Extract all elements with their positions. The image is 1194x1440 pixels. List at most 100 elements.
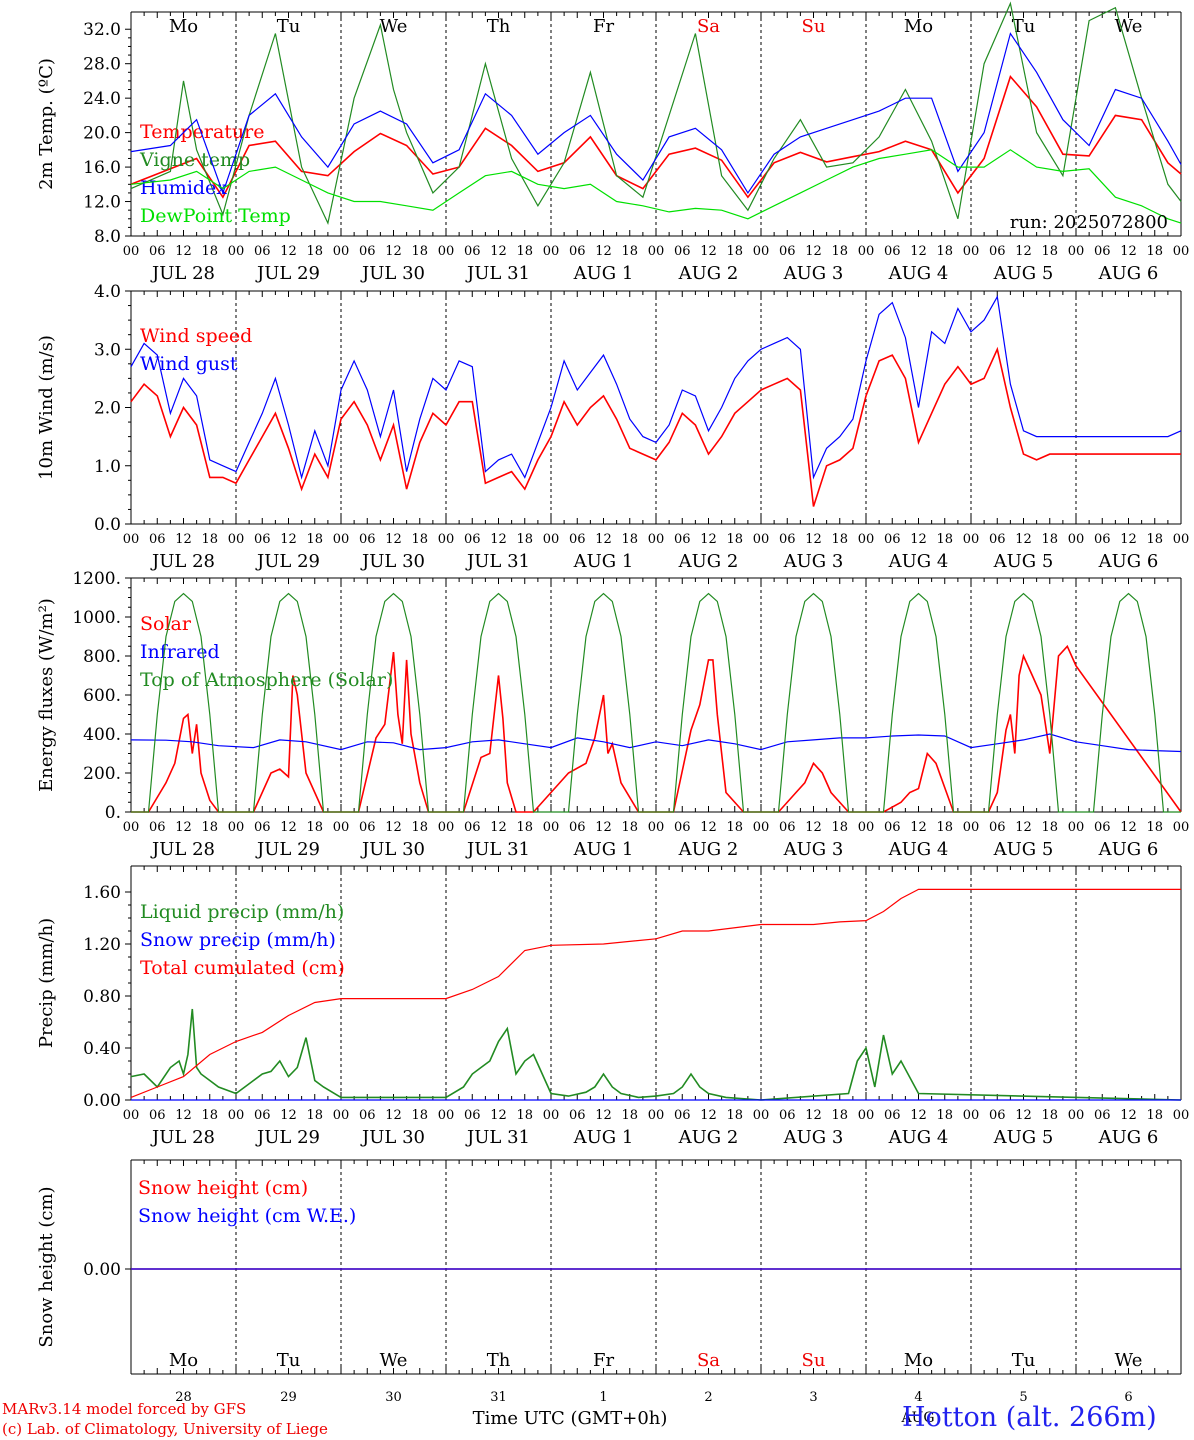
- hour-tick-label: 00: [963, 532, 980, 547]
- hour-tick-label: 18: [306, 532, 323, 547]
- hour-tick-label: 00: [1173, 1108, 1190, 1123]
- weekday-label: Su: [802, 16, 826, 37]
- hour-tick-label: 00: [1173, 820, 1190, 835]
- date-label: AUG 2: [678, 839, 739, 860]
- legend-entry: Wind gust: [140, 353, 238, 375]
- temperature-panel: 8.0 12.0 16.0 20.0 24.0 28.0 32.0 2m Temp. (ºC)…: [36, 1, 1189, 284]
- hour-tick-label: 12: [1015, 244, 1032, 259]
- hour-tick-label: 18: [831, 820, 848, 835]
- hour-tick-label: 18: [411, 532, 428, 547]
- hour-tick-label: 06: [569, 1108, 586, 1123]
- hour-tick-label: 12: [700, 532, 717, 547]
- hour-tick-label: 12: [175, 820, 192, 835]
- hour-tick-label: 00: [333, 820, 350, 835]
- hour-tick-label: 00: [438, 820, 455, 835]
- legend-entry: Solar: [140, 613, 192, 635]
- date-label: JUL 28: [150, 551, 215, 572]
- hour-tick-label: 06: [464, 820, 481, 835]
- date-label: JUL 29: [255, 263, 320, 284]
- hour-tick-label: 12: [490, 820, 507, 835]
- series-line-wind-gust: [130, 294, 1182, 480]
- day-number-label: 31: [490, 1390, 507, 1405]
- day-number-label: 5: [1019, 1390, 1027, 1405]
- date-label: AUG 4: [888, 551, 949, 572]
- hour-tick-label: 18: [726, 532, 743, 547]
- hour-tick-label: 06: [359, 1108, 376, 1123]
- hour-tick-label: 18: [201, 244, 218, 259]
- weekday-label: Mo: [904, 1350, 933, 1371]
- y-tick-label: 1.60: [83, 883, 121, 903]
- hour-tick-label: 12: [175, 532, 192, 547]
- hour-tick-label: 18: [1146, 532, 1163, 547]
- hour-tick-label: 00: [438, 532, 455, 547]
- station-label: Hotton (alt. 266m): [902, 1402, 1157, 1433]
- time-axis-label: Time UTC (GMT+0h): [473, 1408, 668, 1429]
- hour-tick-label: 00: [1068, 820, 1085, 835]
- y-tick-label: 1000.: [72, 608, 121, 628]
- day-number-label: 30: [385, 1390, 402, 1405]
- day-number-label: 1: [599, 1390, 607, 1405]
- date-label: AUG 6: [1098, 839, 1159, 860]
- date-label: JUL 30: [360, 839, 425, 860]
- hour-tick-label: 00: [228, 1108, 245, 1123]
- weekday-label: Mo: [169, 1350, 198, 1371]
- hour-tick-label: 12: [490, 532, 507, 547]
- hour-tick-label: 00: [648, 532, 665, 547]
- day-number-label: 28: [175, 1390, 192, 1405]
- hour-tick-label: 00: [1173, 532, 1190, 547]
- snow-panel: 0.00 Snow height (cm) Mo Tu We Th Fr Sa Su Mo Tu We…: [36, 1159, 1182, 1405]
- series-line-top-of-atmosphere-solar: [131, 592, 1181, 813]
- date-label: JUL 31: [465, 1127, 530, 1148]
- hour-tick-label: 12: [280, 532, 297, 547]
- legend-entry: DewPoint Temp: [140, 205, 291, 227]
- energy-panel: 0. 200. 400. 600. 800. 1000. 1200. Energy fluxe…: [36, 569, 1189, 860]
- hour-tick-label: 06: [1094, 1108, 1111, 1123]
- date-label: AUG 5: [993, 551, 1054, 572]
- y-tick-label: 4.0: [94, 282, 121, 302]
- hour-tick-label: 12: [1015, 820, 1032, 835]
- date-label: AUG 5: [993, 263, 1054, 284]
- legend-entry: Total cumulated (cm): [140, 957, 345, 979]
- weekday-label: Mo: [169, 16, 198, 37]
- hour-tick-label: 18: [831, 244, 848, 259]
- hour-tick-label: 06: [254, 820, 271, 835]
- y-tick-label: 200.: [83, 764, 121, 784]
- hour-tick-label: 00: [858, 244, 875, 259]
- wind-panel: 0.0 1.0 2.0 3.0 4.0 10m Wind (m/s) 00 06 12 18 00 0…: [36, 282, 1189, 572]
- hour-tick-label: 06: [254, 1108, 271, 1123]
- weekday-label: Th: [487, 1350, 511, 1371]
- hour-tick-label: 06: [149, 820, 166, 835]
- hour-tick-label: 12: [805, 532, 822, 547]
- hour-tick-label: 06: [989, 1108, 1006, 1123]
- hour-tick-label: 00: [648, 820, 665, 835]
- hour-tick-label: 06: [674, 1108, 691, 1123]
- weekday-label: Su: [802, 1350, 826, 1371]
- date-label: JUL 28: [150, 1127, 215, 1148]
- date-label: JUL 31: [465, 839, 530, 860]
- hour-tick-label: 06: [464, 244, 481, 259]
- hour-tick-label: 12: [175, 1108, 192, 1123]
- y-tick-label: 8.0: [94, 227, 121, 247]
- hour-tick-label: 00: [123, 532, 140, 547]
- date-label: AUG 3: [783, 839, 844, 860]
- y-tick-label: 32.0: [83, 20, 121, 40]
- date-label: JUL 31: [465, 551, 530, 572]
- hour-tick-label: 12: [280, 1108, 297, 1123]
- hour-tick-label: 06: [254, 244, 271, 259]
- hour-tick-label: 00: [123, 820, 140, 835]
- hour-tick-label: 06: [989, 244, 1006, 259]
- hour-tick-label: 00: [963, 244, 980, 259]
- hour-tick-label: 12: [910, 820, 927, 835]
- hour-tick-label: 18: [411, 244, 428, 259]
- hour-tick-label: 06: [359, 820, 376, 835]
- hour-tick-label: 00: [543, 532, 560, 547]
- hour-tick-label: 12: [1015, 1108, 1032, 1123]
- hour-tick-label: 12: [700, 1108, 717, 1123]
- hour-tick-label: 18: [516, 532, 533, 547]
- legend-entry: Liquid precip (mm/h): [140, 901, 344, 923]
- hour-tick-label: 06: [779, 820, 796, 835]
- hour-tick-label: 06: [779, 532, 796, 547]
- date-label: AUG 1: [573, 263, 634, 284]
- y-axis-label: 2m Temp. (ºC): [36, 58, 57, 190]
- series-line-vigne-temp: [130, 1, 1182, 225]
